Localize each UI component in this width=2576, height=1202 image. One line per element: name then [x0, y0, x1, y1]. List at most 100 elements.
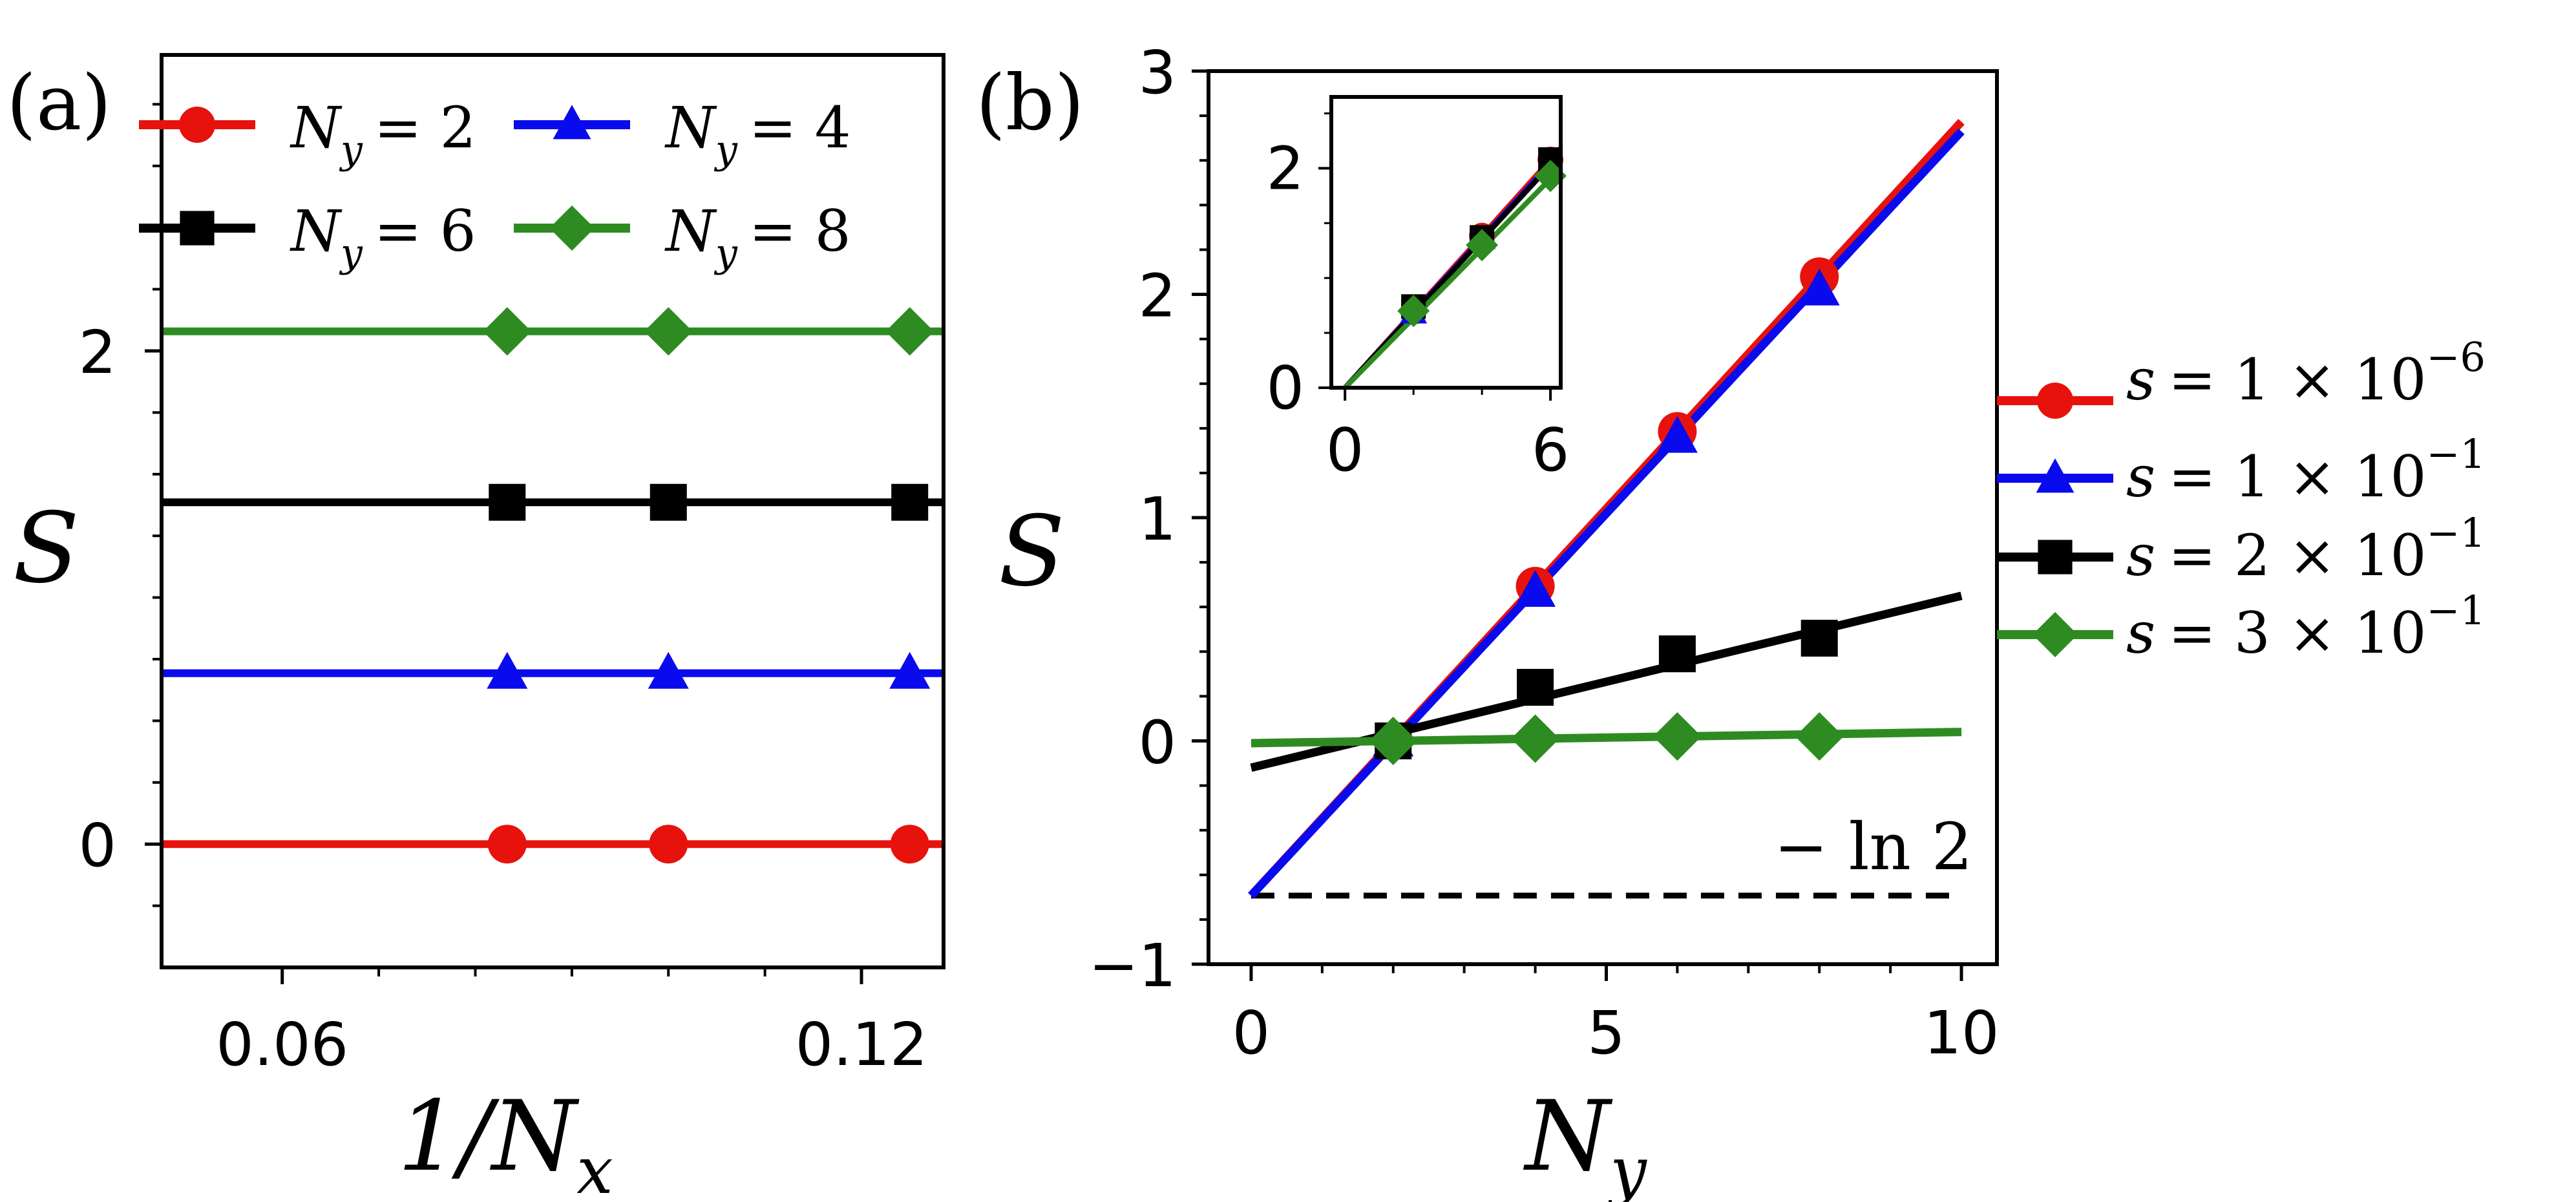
panel-b-inset: 0 6 0 2 — [1266, 95, 1570, 485]
legend-swatch-marker — [180, 211, 215, 246]
inset-y-tick-label: 0 — [1266, 353, 1304, 423]
legend-ny2-value: = 2 — [374, 94, 476, 161]
legend-ny6-symbol: N — [290, 198, 343, 264]
panel-b-x-tick-label: 5 — [1587, 998, 1625, 1068]
panel-b-y-tick-label: −1 — [1088, 931, 1176, 1000]
panel-b-y-tick-label: 1 — [1138, 485, 1176, 554]
panel-b-legend: s = 1 × 10−6 s = 1 × 10−1 s = 2 × 10−1 s = 3… — [1997, 333, 2486, 666]
panel-a-y-tick-label: 0 — [78, 811, 116, 880]
legend-swatch-marker — [2032, 612, 2078, 657]
inset-markers — [1397, 146, 1567, 328]
legend-item-ny6: Ny = 6 — [139, 198, 476, 276]
svg-text:s= 1 × 10−6: s = 1 × 10−6 — [2126, 333, 2486, 413]
panel-b-line-s-1-10-1 — [1248, 128, 1965, 899]
inset-y-tick-label: 2 — [1266, 134, 1304, 203]
legend-s1e-1-value: = 1 × 10 — [2168, 443, 2426, 510]
panel-b-point-s-2-10-1-1 — [1517, 669, 1554, 706]
panel-a-series-lines — [162, 327, 944, 849]
legend-item-s-2e-1: s = 2 × 10−1 — [1997, 509, 2486, 589]
svg-text:Ny= 8: Ny = 8 — [664, 198, 851, 276]
panel-a-point-n-y-2-1 — [649, 825, 688, 864]
svg-text:s= 3 × 10−1: s = 3 × 10−1 — [2126, 587, 2486, 666]
inset-point-s-3-10-1-2 — [1534, 160, 1567, 193]
legend-ny6-sub: y — [339, 231, 363, 276]
panel-b-point-s-2-10-1-2 — [1658, 635, 1696, 673]
legend-item-s-1e-6: s = 1 × 10−6 — [1997, 333, 2486, 419]
inset-series-lines — [1343, 146, 1563, 390]
panel-b-y-tick-label: 2 — [1138, 262, 1176, 331]
panel-b-y-axis-label: S — [998, 496, 1065, 608]
legend-swatch-marker — [549, 206, 595, 251]
legend-ny8-symbol: N — [664, 198, 717, 264]
panel-a-point-n-y-2-0 — [487, 825, 527, 864]
legend-item-ny8: Ny = 8 — [514, 198, 851, 276]
legend-item-s-1e-1: s = 1 × 10−1 — [1997, 430, 2486, 510]
panel-b-markers — [1369, 257, 1844, 765]
panel-b-point-s-1-10-1-3 — [1799, 268, 1840, 306]
inset-x-tick-label: 6 — [1532, 416, 1570, 485]
svg-text:Ny= 2: Ny = 2 — [290, 94, 476, 173]
legend-swatch-marker — [553, 105, 591, 140]
svg-text:Ny= 4: Ny = 4 — [664, 94, 851, 173]
panel-a-x-tick-label: 0.12 — [796, 1010, 928, 1079]
legend-ny8-value: = 8 — [749, 198, 851, 264]
panel-b-point-s-3-10-1-2 — [1652, 712, 1702, 761]
panel-a-point-n-y-8-1 — [644, 307, 693, 356]
legend-s1e-1-exponent: −1 — [2427, 430, 2486, 478]
panel-a-x-tick-label: 0.06 — [216, 1010, 348, 1079]
legend-item-s-3e-1: s = 3 × 10−1 — [1997, 587, 2486, 666]
svg-text:s= 1 × 10−1: s = 1 × 10−1 — [2126, 430, 2486, 510]
panel-b-point-s-1-10-1-1 — [1515, 570, 1556, 607]
reference-line-label: − ln 2 — [1774, 809, 1972, 885]
svg-text:s= 2 × 10−1: s = 2 × 10−1 — [2126, 509, 2486, 589]
legend-ny2-symbol: N — [290, 94, 343, 161]
panel-b-x-tick-label: 0 — [1232, 998, 1271, 1068]
panel-a-ticks: 0.06 0.12 0 2 — [78, 103, 928, 1079]
panel-b-point-s-1-10-1-2 — [1656, 416, 1698, 453]
panel-a-point-n-y-4-2 — [889, 651, 931, 689]
legend-ny8-sub: y — [713, 231, 738, 276]
panel-a-legend: Ny = 2 Ny = 4 Ny = 6 Ny = 8 — [139, 94, 851, 276]
panel-b-point-s-3-10-1-3 — [1795, 712, 1844, 761]
svg-text:Ny= 6: Ny = 6 — [290, 198, 476, 276]
legend-swatch-marker — [2037, 383, 2073, 419]
panel-b-y-tick-label: 0 — [1138, 708, 1176, 777]
panel-a-point-n-y-2-2 — [890, 825, 929, 864]
legend-s1e-6-value: = 1 × 10 — [2168, 346, 2426, 413]
legend-s1e-1-symbol: s — [2126, 443, 2155, 510]
inset-line-s-3-10-1 — [1343, 166, 1563, 390]
legend-item-ny2: Ny = 2 — [139, 94, 476, 173]
inset-point-s-3-10-1-1 — [1466, 229, 1499, 262]
legend-ny4-value: = 4 — [749, 94, 851, 161]
panel-a-markers — [483, 307, 934, 864]
legend-swatch-marker — [2038, 540, 2073, 575]
inset-x-tick-label: 0 — [1326, 416, 1364, 485]
panel-a-y-tick-label: 2 — [78, 318, 116, 387]
panel-b-ticks: 0 5 10 −1 0 1 2 3 — [1088, 38, 1999, 1068]
legend-swatch-marker — [179, 107, 215, 143]
legend-swatch-marker — [2036, 458, 2075, 493]
panel-a-point-n-y-6-2 — [891, 483, 929, 521]
panel-a-y-axis-label: S — [13, 492, 79, 605]
inset-background — [1331, 97, 1561, 388]
inset-ticks: 0 6 0 2 — [1266, 112, 1570, 485]
panel-b-x-tick-label: 10 — [1924, 998, 2000, 1068]
legend-s3e-1-symbol: s — [2126, 600, 2155, 666]
panel-a-point-n-y-8-2 — [885, 307, 934, 356]
panel-b-label: (b) — [976, 58, 1084, 147]
inset-point-s-3-10-1-0 — [1397, 295, 1430, 328]
panel-b-point-s-3-10-1-0 — [1369, 717, 1418, 765]
legend-ny6-value: = 6 — [374, 198, 476, 264]
panel-a-point-n-y-4-1 — [648, 651, 689, 689]
panel-a-frame — [160, 53, 945, 969]
panel-a-point-n-y-6-1 — [649, 483, 687, 521]
legend-s3e-1-exponent: −1 — [2427, 587, 2486, 634]
legend-s1e-6-symbol: s — [2126, 346, 2155, 413]
panel-b-point-s-2-10-1-3 — [1800, 620, 1838, 657]
legend-ny4-sub: y — [713, 127, 738, 173]
legend-s2e-1-value: = 2 × 10 — [2168, 522, 2426, 589]
legend-s3e-1-value: = 3 × 10 — [2168, 600, 2426, 666]
